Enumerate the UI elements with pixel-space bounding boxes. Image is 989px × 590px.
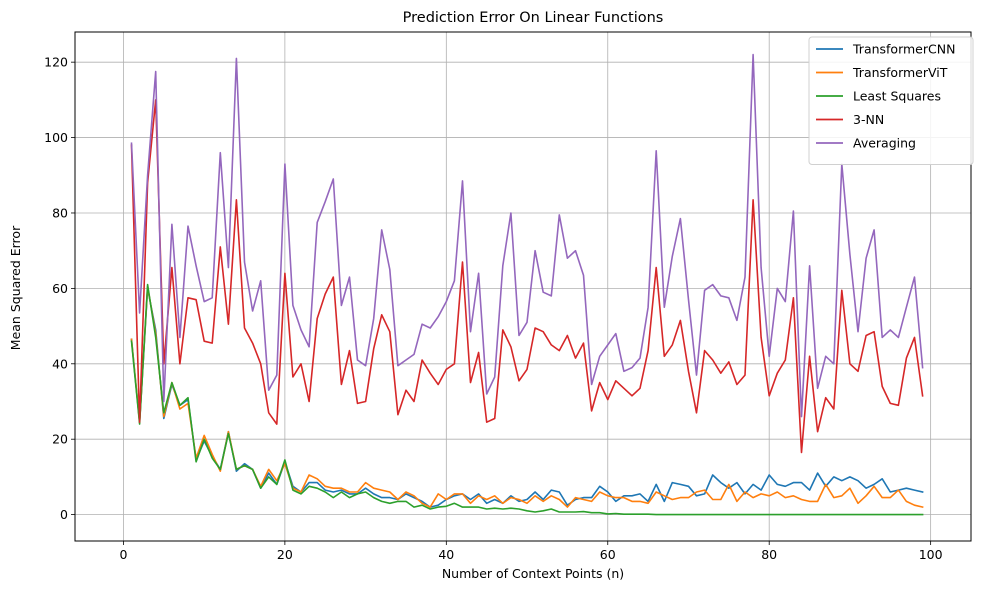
y-tick-label: 120: [44, 55, 68, 70]
series-line-transformervit: [130, 285, 924, 509]
y-tick-label: 20: [52, 432, 68, 447]
y-tick-label: 80: [52, 205, 68, 220]
y-tick-label: 40: [52, 356, 68, 371]
series-line-least-squares: [130, 283, 924, 516]
y-axis-label: Mean Squared Error: [8, 225, 23, 350]
x-axis-label: Number of Context Points (n): [442, 566, 624, 581]
legend-label-least-squares: Least Squares: [853, 89, 941, 104]
y-tick-label: 60: [52, 281, 68, 296]
plot-frame: [74, 31, 972, 542]
chart-title: Prediction Error On Linear Functions: [403, 10, 664, 26]
legend: TransformerCNN TransformerViT Least Square…: [808, 36, 974, 165]
x-tick-label: 100: [919, 547, 943, 562]
x-tick-label: 0: [119, 547, 127, 562]
series-line-averaging: [130, 53, 924, 418]
y-tick-label: 0: [60, 507, 68, 522]
y-axis-ticks: 0 20 40 60 80 100 120: [44, 55, 75, 522]
legend-label-3-nn: 3-NN: [853, 112, 884, 127]
x-tick-label: 80: [761, 547, 777, 562]
legend-label-averaging: Averaging: [853, 136, 916, 151]
legend-box: [808, 36, 974, 165]
x-axis-ticks: 0 20 40 60 80 100: [119, 541, 943, 562]
series-line-3-nn: [130, 99, 924, 454]
x-tick-label: 60: [600, 547, 616, 562]
legend-label-transformervit: TransformerViT: [852, 65, 948, 80]
series-lines: [130, 53, 924, 516]
y-tick-label: 100: [44, 130, 68, 145]
legend-label-transformercnn: TransformerCNN: [852, 42, 955, 57]
x-tick-label: 20: [277, 547, 293, 562]
x-tick-label: 40: [438, 547, 454, 562]
